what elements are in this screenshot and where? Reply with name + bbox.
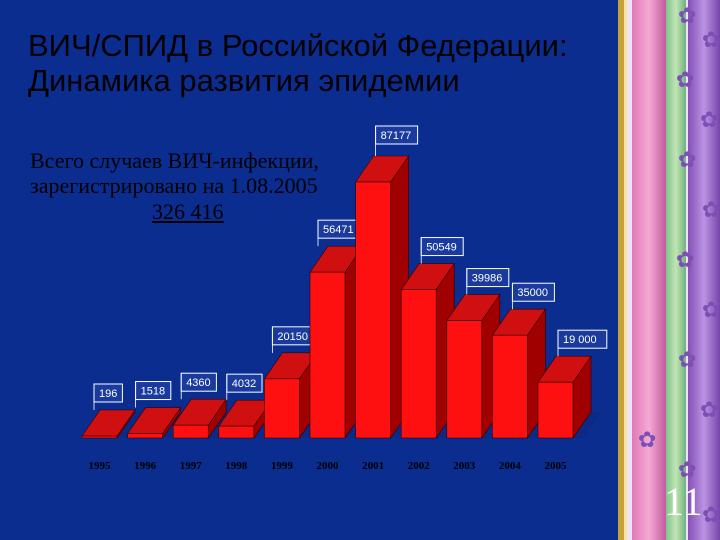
data-label: 20150 [277, 331, 308, 343]
slide-title: ВИЧ/СПИД в Российской Федерации: Динамик… [28, 28, 568, 99]
flower-icon: ✿ [700, 398, 719, 423]
decorative-sidebar: ✿ ✿ ✿ ✿ ✿ ✿ ✿ ✿ ✿ ✿ ✿ ✿ ✿ [618, 0, 720, 540]
x-tick-label: 2000 [317, 460, 340, 472]
bar-2001 [355, 181, 391, 439]
sidebar-green-stripe [666, 0, 686, 540]
flower-icon: ✿ [678, 348, 697, 373]
bar-2004 [492, 334, 528, 439]
bar-1997 [172, 424, 209, 439]
data-label: 50549 [426, 242, 457, 254]
flower-icon: ✿ [702, 28, 720, 53]
x-tick-label: 1998 [225, 460, 248, 472]
sidebar-light-edge [624, 0, 627, 540]
data-label: 19 000 [563, 334, 597, 346]
total-cases-note: Всего случаев ВИЧ-инфекции, зарегистриро… [30, 148, 319, 224]
data-label: 196 [99, 388, 117, 400]
sidebar-purple-stripe [688, 0, 720, 540]
data-label: 35000 [517, 287, 548, 299]
sidebar-pink-stripe [632, 0, 666, 540]
x-tick-label: 1995 [89, 460, 112, 472]
flower-icon: ✿ [702, 298, 720, 323]
flower-icon: ✿ [700, 108, 719, 133]
x-tick-label: 2001 [362, 460, 384, 472]
x-tick-label: 1996 [134, 460, 157, 472]
bar-2003 [446, 320, 483, 439]
note-total-value: 326 416 [152, 198, 224, 224]
flower-icon: ✿ [676, 248, 695, 273]
data-label: 39986 [472, 273, 503, 285]
note-line-1: Всего случаев ВИЧ-инфекции, [30, 148, 319, 173]
flower-icon: ✿ [678, 148, 697, 173]
bar-1998 [218, 425, 255, 439]
x-tick-label: 1999 [271, 460, 294, 472]
slide-background [0, 0, 618, 540]
data-label: 4360 [186, 377, 210, 389]
bar-2000 [309, 271, 346, 439]
flower-icon: ✿ [678, 458, 697, 483]
data-label: 4032 [232, 378, 256, 390]
bar-1995 [81, 435, 118, 439]
note-line-2: зарегистрировано на 1.08.2005 [30, 173, 318, 199]
x-tick-label: 2003 [453, 460, 476, 472]
bar-2002 [400, 289, 437, 439]
slide-number: 11 [664, 479, 703, 524]
title-line-2: Динамика развития эпидемии [28, 63, 460, 99]
sidebar-gold-edge [618, 0, 624, 540]
bar-chart: 1995 196 1996 1518 1997 4360 1998 4032 1999 20150… [81, 125, 608, 472]
bar-2005 [537, 381, 574, 439]
bar-1996 [127, 433, 163, 439]
flower-icon: ✿ [638, 428, 657, 453]
bar-1999 [264, 378, 300, 439]
x-tick-label: 2005 [545, 460, 568, 472]
x-tick-label: 1997 [180, 460, 203, 472]
data-label: 56471 [323, 224, 354, 236]
flower-icon: ✿ [676, 68, 695, 93]
x-tick-label: 2002 [408, 460, 431, 472]
flower-icon: ✿ [678, 4, 697, 29]
flower-icon: ✿ [702, 198, 720, 223]
data-label: 87177 [381, 130, 412, 142]
title-line-1: ВИЧ/СПИД в Российской Федерации: [28, 28, 568, 63]
flower-icon: ✿ [702, 503, 720, 528]
data-label: 1518 [141, 386, 165, 398]
x-tick-label: 2004 [499, 460, 522, 472]
